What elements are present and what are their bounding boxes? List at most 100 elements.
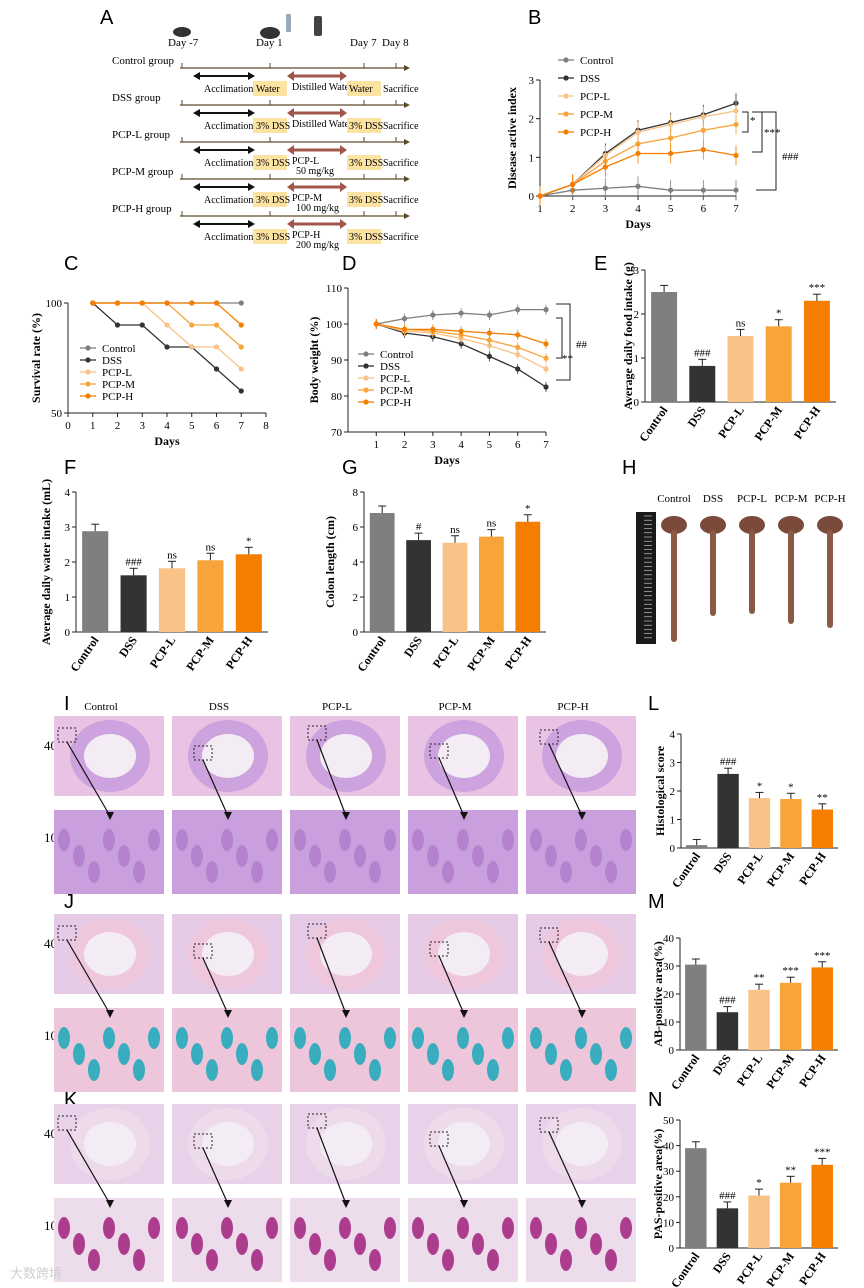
data-point xyxy=(164,300,170,306)
sig-mark: ** xyxy=(562,353,573,365)
bar-PCP-L xyxy=(748,1195,770,1248)
acclimation-label: Acclimation xyxy=(204,195,253,206)
bar-DSS xyxy=(406,540,431,632)
crypt xyxy=(560,861,572,883)
x-tick-label: 2 xyxy=(402,439,408,451)
crypt xyxy=(133,1059,145,1081)
bar-PCP-M xyxy=(197,560,224,632)
crypt xyxy=(575,1027,587,1049)
treatment-box xyxy=(253,192,287,207)
y-tick-label: 4 xyxy=(670,729,676,741)
column-header: DSS xyxy=(209,701,229,713)
x-tick-label: DSS xyxy=(710,849,734,875)
bar-PCP-H xyxy=(235,554,262,632)
y-tick-label: 50 xyxy=(51,408,63,420)
legend-marker xyxy=(563,57,569,63)
crypt xyxy=(206,861,218,883)
y-tick-label: 30 xyxy=(663,1166,675,1178)
crypt xyxy=(206,1249,218,1271)
timeline-arrowhead xyxy=(404,213,410,219)
treatment-label: Distilled Water xyxy=(292,82,353,93)
arrowhead xyxy=(287,145,294,155)
data-point xyxy=(486,337,493,343)
arrowhead xyxy=(287,108,294,118)
sig-mark: ns xyxy=(487,518,497,530)
panel-label-M: M xyxy=(648,891,665,913)
treatment-box-label: 3% DSS xyxy=(256,121,290,132)
colon-label: PCP-L xyxy=(737,493,767,505)
y-tick-label: 2 xyxy=(670,786,676,798)
dose-label: 50 mg/kg xyxy=(296,166,334,177)
y-tick-label: 20 xyxy=(663,989,675,1001)
arrowhead xyxy=(578,812,586,820)
ruler xyxy=(636,512,656,644)
dose-label: 100 mg/kg xyxy=(296,203,339,214)
crypt xyxy=(309,845,321,867)
x-tick-label: 7 xyxy=(733,203,739,215)
x-tick-label: PCP-H xyxy=(791,403,824,442)
gavage-icon xyxy=(314,16,322,36)
panel-label-E: E xyxy=(594,253,607,275)
data-point xyxy=(635,129,641,135)
crypt xyxy=(266,829,278,851)
x-tick-label: PCP-H xyxy=(223,633,256,672)
section-100x-PCP-H xyxy=(526,810,636,894)
bar-PCP-H xyxy=(803,300,830,402)
treatment-box xyxy=(253,229,287,244)
x-axis-title: Days xyxy=(625,217,651,231)
data-point xyxy=(189,300,195,306)
arrowhead xyxy=(578,1010,586,1018)
sig-mark: * xyxy=(788,781,794,793)
x-tick-label: DSS xyxy=(116,633,140,659)
sig-bracket xyxy=(556,303,571,381)
panel-label-I: I xyxy=(64,693,70,715)
crypt xyxy=(309,1043,321,1065)
zoom-arrow xyxy=(66,939,111,1015)
crypt xyxy=(88,1249,100,1271)
data-point xyxy=(537,193,543,199)
crypt xyxy=(176,1027,188,1049)
data-point xyxy=(139,322,145,328)
crypt xyxy=(384,1027,396,1049)
data-point xyxy=(515,366,521,372)
bar-Control xyxy=(685,964,707,1050)
y-axis-title: Average daily water intake (mL) xyxy=(39,479,53,645)
treatment-box-label: 3% DSS xyxy=(256,158,290,169)
crypt xyxy=(412,829,424,851)
acclimation-label: Acclimation xyxy=(204,232,253,243)
data-point xyxy=(700,114,706,120)
data-point xyxy=(733,152,739,158)
colon-tissue xyxy=(710,530,716,616)
sig-mark: ### xyxy=(720,756,737,768)
arrowhead xyxy=(193,109,200,117)
x-tick-label: 1 xyxy=(374,439,380,451)
crypt xyxy=(442,861,454,883)
crypt xyxy=(266,1027,278,1049)
bar-PCP-M xyxy=(479,536,504,632)
section-100x-DSS xyxy=(172,1198,282,1282)
column-header: PCP-M xyxy=(438,701,471,713)
panel-label-H: H xyxy=(622,457,636,479)
bar-PCP-M xyxy=(780,798,802,848)
x-tick-label: DSS xyxy=(710,1051,734,1077)
y-tick-label: 3 xyxy=(634,265,640,277)
data-point xyxy=(373,321,379,327)
data-point xyxy=(114,322,121,328)
crypt xyxy=(487,861,499,883)
x-axis-title: Days xyxy=(434,453,460,467)
syringe-icon xyxy=(286,14,291,32)
y-tick-label: 100 xyxy=(326,319,343,331)
data-point xyxy=(602,164,608,170)
crypt xyxy=(457,1217,469,1239)
x-tick-label: PCP-L xyxy=(734,850,766,887)
section-100x-PCP-H xyxy=(526,1198,636,1282)
bar-PCP-H xyxy=(811,1164,833,1248)
arrowhead xyxy=(193,146,200,154)
data-point xyxy=(430,326,436,332)
day-label: Day 8 xyxy=(382,37,409,49)
arrowhead xyxy=(106,1010,114,1018)
sig-mark: ### xyxy=(782,151,799,163)
crypt xyxy=(133,861,145,883)
legend-label: PCP-M xyxy=(580,109,613,121)
